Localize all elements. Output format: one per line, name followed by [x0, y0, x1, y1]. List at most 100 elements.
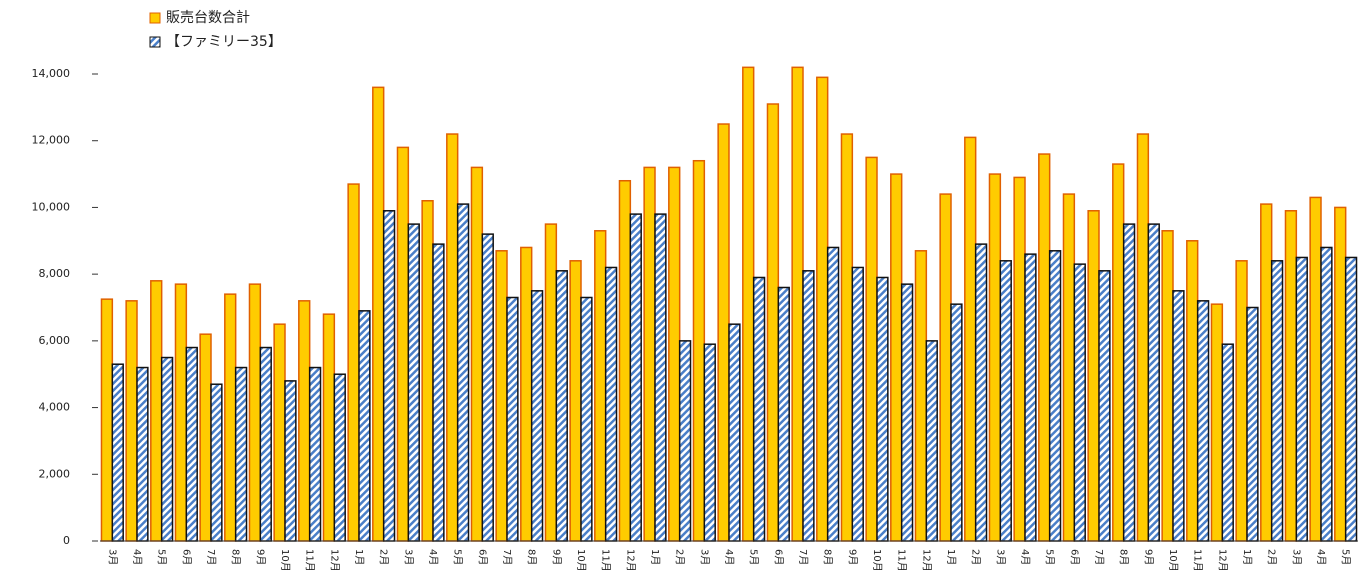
bar: [890, 173, 903, 542]
bar: [974, 243, 988, 542]
bar: [939, 193, 952, 542]
bar: [506, 296, 519, 542]
bar: [1221, 343, 1234, 542]
bar: [520, 246, 533, 542]
x-tick-label: 11月: [896, 549, 908, 572]
x-tick-label: 12月: [1216, 549, 1228, 572]
bar: [298, 300, 311, 542]
x-tick-label: 6月: [476, 549, 488, 565]
bar: [308, 366, 322, 542]
bar: [925, 340, 938, 542]
x-tick-label: 10月: [871, 549, 883, 572]
bar: [1309, 196, 1322, 542]
x-tick-label: 11月: [1192, 549, 1204, 572]
y-tick-label: 14,000: [32, 67, 71, 80]
bar: [199, 333, 212, 542]
bar: [1013, 176, 1026, 542]
x-tick-label: 1月: [353, 549, 365, 565]
y-tick-label: 2,000: [39, 467, 71, 480]
bar: [456, 203, 470, 542]
x-tick-label: 4月: [1019, 549, 1031, 565]
x-tick-label: 9月: [1142, 549, 1154, 565]
bar: [766, 103, 780, 542]
bar: [692, 159, 706, 542]
x-tick-label: 8月: [526, 549, 538, 565]
bar: [481, 233, 494, 542]
bar: [185, 346, 198, 542]
x-tick-label: 4月: [723, 549, 735, 565]
bar: [470, 166, 484, 542]
bar: [1284, 210, 1298, 542]
bar: [717, 123, 730, 542]
x-tick-label: 7月: [797, 549, 809, 565]
bar: [1334, 206, 1347, 542]
x-tick-label: 11月: [304, 549, 316, 572]
bar: [802, 270, 815, 542]
bar: [1073, 263, 1086, 542]
bar: [136, 366, 149, 542]
bar: [1038, 153, 1051, 542]
bar: [580, 296, 593, 542]
bar: [876, 276, 889, 542]
bar: [594, 230, 607, 542]
bar: [1098, 270, 1111, 542]
bar: [604, 266, 618, 542]
x-tick-label: 4月: [131, 549, 143, 565]
x-tick-label: 2月: [1266, 549, 1278, 565]
bar: [1048, 250, 1062, 542]
legend-label: 【ファミリー35】: [166, 34, 282, 50]
x-tick-label: 7月: [1093, 549, 1105, 565]
x-tick-label: 8月: [230, 549, 242, 565]
bar: [569, 260, 582, 542]
bar: [174, 283, 188, 542]
x-tick-label: 2月: [970, 549, 982, 565]
x-tick-label: 10月: [575, 549, 587, 572]
x-tick-label: 4月: [1315, 549, 1327, 565]
x-tick-label: 8月: [822, 549, 834, 565]
x-tick-label: 6月: [772, 549, 784, 565]
bar: [618, 179, 632, 542]
bar: [544, 223, 558, 542]
legend-label: 販売台数合計: [166, 10, 250, 26]
bar: [851, 266, 864, 542]
x-tick-label: 10月: [279, 549, 291, 572]
bar: [1320, 246, 1333, 542]
bar: [1087, 210, 1100, 542]
bar: [752, 276, 766, 542]
bar: [1147, 223, 1160, 542]
bar: [629, 213, 642, 542]
bar: [111, 363, 124, 542]
x-tick-label: 11月: [600, 549, 612, 572]
bar: [259, 346, 272, 542]
bar: [900, 283, 914, 542]
bar: [347, 183, 360, 542]
legend-swatch: [149, 36, 161, 48]
x-tick-label: 8月: [1118, 549, 1130, 565]
bar: [1270, 260, 1284, 542]
x-tick-label: 1月: [649, 549, 661, 565]
x-tick-label: 9月: [254, 549, 266, 565]
bar: [333, 373, 346, 542]
bar: [210, 383, 223, 542]
bar: [1344, 256, 1358, 542]
bar: [100, 298, 114, 542]
bar: [1210, 303, 1224, 542]
bar: [643, 166, 656, 542]
bar: [1136, 133, 1150, 542]
bar: [1161, 230, 1174, 542]
bar: [914, 250, 928, 542]
bar: [950, 303, 963, 542]
bar: [678, 340, 692, 542]
bar: [1112, 163, 1125, 542]
bar: [1024, 253, 1037, 542]
bar: [1196, 300, 1210, 542]
x-tick-label: 7月: [205, 549, 217, 565]
bar: [791, 66, 804, 542]
bar: [446, 133, 459, 542]
bar: [273, 323, 286, 542]
y-tick-label: 8,000: [39, 267, 71, 280]
x-tick-label: 5月: [452, 549, 464, 565]
x-tick-label: 5月: [156, 549, 168, 565]
bar: [555, 270, 568, 542]
